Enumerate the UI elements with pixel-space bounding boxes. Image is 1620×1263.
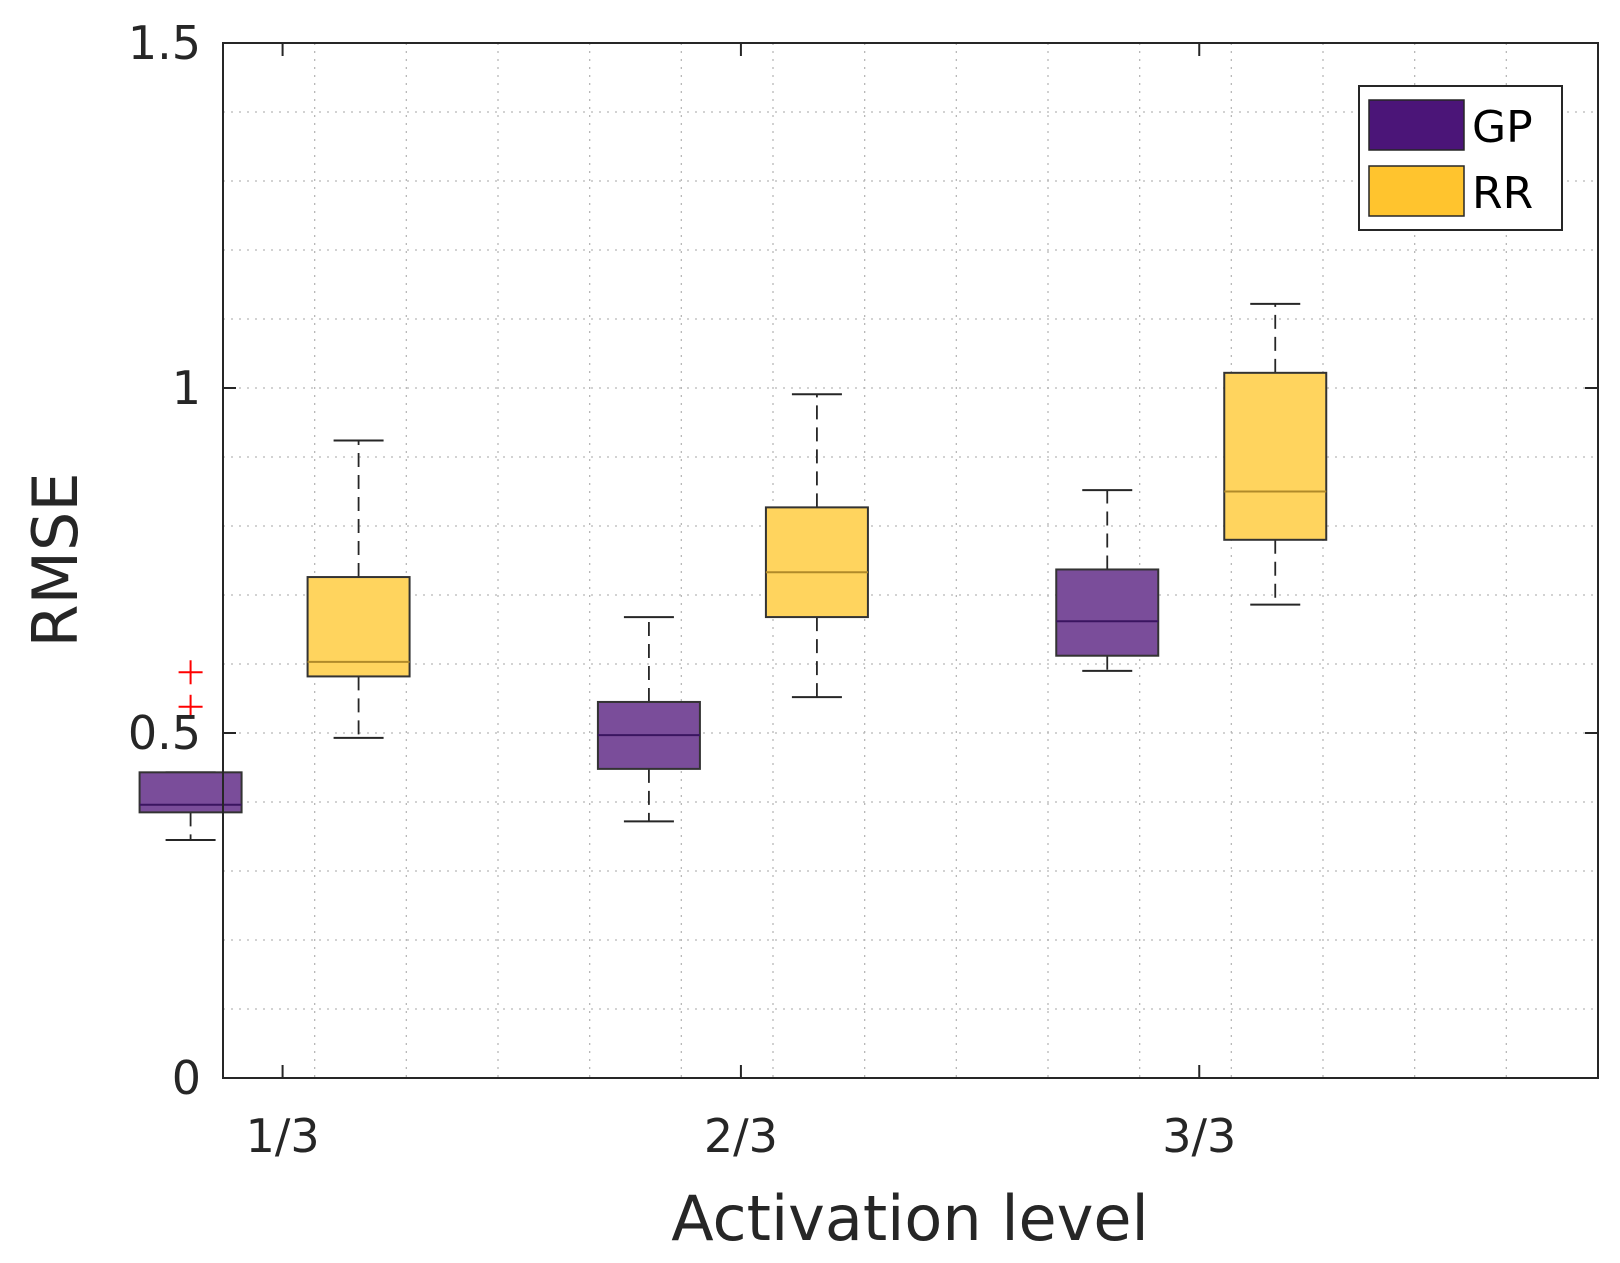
x-tick-label: 3/3 <box>1162 1109 1236 1163</box>
box-gp-3-3 <box>1055 489 1160 672</box>
box-rr-1-3 <box>306 439 411 739</box>
axis-ticks: 0 0.5 1 1.5 1/3 2/3 3/3 <box>128 16 1598 1163</box>
box-series <box>138 302 1328 841</box>
x-axis-title: Activation level <box>671 1182 1149 1255</box>
outlier-marker <box>178 660 203 685</box>
y-tick-label: 0 <box>172 1051 201 1105</box>
axes-frame <box>222 42 1599 1079</box>
iqr-box <box>138 771 243 814</box>
legend-swatch-gp <box>1368 99 1465 151</box>
legend-label-rr: RR <box>1472 168 1533 219</box>
iqr-box <box>1055 568 1160 657</box>
x-tick-label: 1/3 <box>246 1109 320 1163</box>
y-tick-label: 1.5 <box>128 16 201 70</box>
legend-swatch-rr <box>1368 165 1465 217</box>
iqr-box <box>306 576 411 678</box>
legend: GP RR <box>1358 85 1563 231</box>
x-tick-label: 2/3 <box>704 1109 778 1163</box>
legend-label-gp: GP <box>1472 102 1533 153</box>
iqr-box <box>1223 371 1328 541</box>
box-gp-1-3 <box>138 660 243 841</box>
y-tick-label: 0.5 <box>128 706 201 760</box>
outlier-marker <box>178 694 203 719</box>
box-rr-3-3 <box>1223 302 1328 606</box>
box-rr-2-3 <box>764 393 869 699</box>
y-tick-label: 1 <box>172 361 201 415</box>
box-gp-2-3 <box>596 616 701 823</box>
y-axis-title: RMSE <box>19 472 92 647</box>
iqr-box <box>764 506 869 619</box>
